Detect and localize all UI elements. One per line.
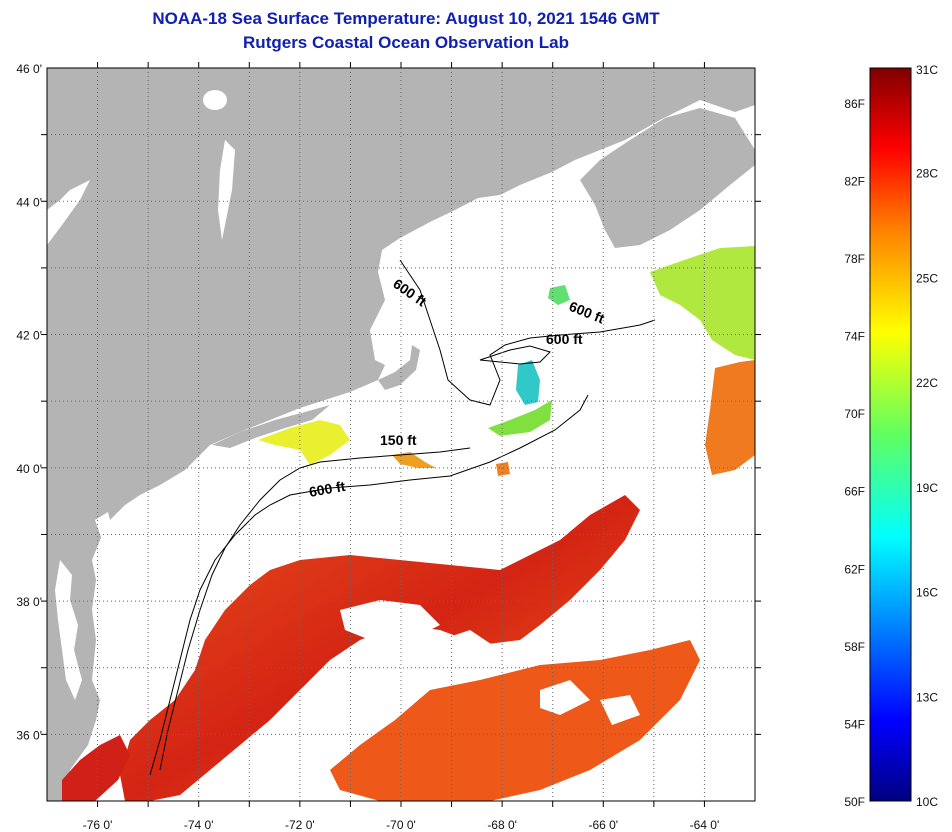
contour-label: 600 ft: [308, 478, 347, 500]
lake-champlain: [218, 140, 235, 240]
map-ticks: -76 0' -74 0' -72 0' -70 0' -68 0' -66 0' -64 …: [16, 62, 761, 832]
fahrenheit-label: 54F: [844, 717, 865, 731]
chesapeake-bay: [55, 560, 82, 700]
celsius-label: 25C: [916, 271, 938, 285]
sst-patch-shelf-orange-2: [496, 462, 510, 476]
land-long-island: [212, 405, 330, 448]
celsius-label: 13C: [916, 690, 938, 704]
cloud-2: [440, 630, 500, 665]
fahrenheit-label: 82F: [844, 174, 865, 188]
lake-ontario: [47, 180, 90, 245]
cloud-1: [340, 600, 440, 640]
lake-1: [203, 90, 227, 110]
land-nova-scotia: [580, 108, 755, 248]
fahrenheit-label: 50F: [844, 795, 865, 809]
sst-patch-east-orange: [705, 360, 755, 475]
lon-tick-label: -68 0': [487, 818, 517, 832]
contour-150ft: [159, 447, 471, 771]
celsius-label: 31C: [916, 63, 938, 77]
lon-tick-label: -76 0': [83, 818, 113, 832]
sst-patch-gulf-of-maine-e: [548, 285, 570, 305]
celsius-label: 19C: [916, 481, 938, 495]
lat-tick-label: 36 0': [16, 728, 42, 742]
lon-tick-label: -74 0': [184, 818, 214, 832]
celsius-label: 28C: [916, 167, 938, 181]
lon-tick-label: -66 0': [588, 818, 618, 832]
map-subtitle: Rutgers Coastal Ocean Observation Lab: [243, 33, 569, 52]
lat-tick-label: 44 0': [16, 195, 42, 209]
cloud-4: [600, 695, 640, 725]
sst-patch-east-green: [650, 246, 755, 360]
sst-gulf-stream: [120, 495, 640, 801]
fahrenheit-label: 62F: [844, 562, 865, 576]
fahrenheit-label: 78F: [844, 252, 865, 266]
lat-tick-label: 38 0': [16, 595, 42, 609]
sst-patch-shelf-yellow: [258, 420, 350, 465]
contour-label: 150 ft: [380, 432, 417, 448]
lon-tick-label: -72 0': [285, 818, 315, 832]
colorbar-labels: 31C 28C 25C 22C 19C 16C 13C 10C 86F 82F 78F 74F 70F 6…: [844, 63, 938, 809]
lat-tick-label: 40 0': [16, 462, 42, 476]
contour-label: 600 ft: [546, 331, 583, 347]
delaware-bay: [95, 512, 112, 540]
map-title: NOAA-18 Sea Surface Temperature: August …: [152, 9, 660, 28]
colorbar-ramp: [869, 67, 912, 802]
lat-tick-label: 42 0': [16, 329, 42, 343]
sst-patch-georges-bank-s: [488, 400, 552, 436]
fahrenheit-label: 74F: [844, 330, 865, 344]
land-cape-cod: [378, 345, 420, 390]
celsius-label: 10C: [916, 795, 938, 809]
lon-tick-label: -64 0': [690, 818, 720, 832]
land-us-northeast: [47, 68, 755, 801]
bathymetry-contours: [149, 259, 656, 776]
fahrenheit-label: 70F: [844, 407, 865, 421]
celsius-label: 16C: [916, 586, 938, 600]
lat-tick-label: 46 0': [16, 62, 42, 76]
contour-600ft-gulf-of-maine: [399, 259, 656, 406]
sst-patch-georges-bank: [516, 360, 540, 405]
contour-600ft-inner: [479, 345, 551, 365]
lon-tick-label: -70 0': [386, 818, 416, 832]
fahrenheit-label: 86F: [844, 97, 865, 111]
fahrenheit-label: 58F: [844, 640, 865, 654]
sst-offshore-warm: [330, 640, 700, 801]
sst-patch-shelf-orange: [392, 452, 436, 468]
contour-600ft-shelfbreak: [149, 394, 589, 776]
fahrenheit-label: 66F: [844, 485, 865, 499]
sst-hatteras: [62, 735, 130, 801]
celsius-label: 22C: [916, 376, 938, 390]
